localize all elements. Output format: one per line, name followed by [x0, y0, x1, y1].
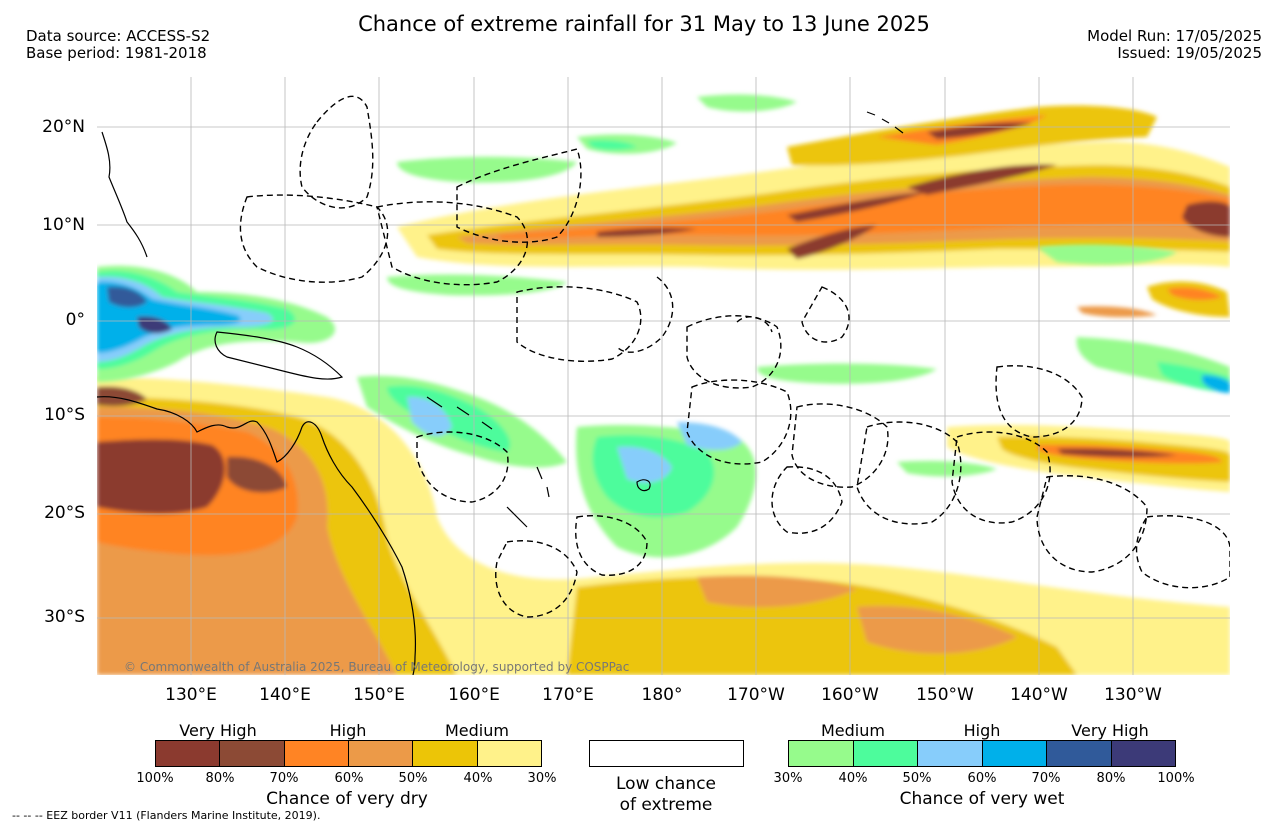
coastlines	[97, 111, 904, 675]
low-chance-caption-line1: Low chance	[616, 774, 716, 794]
wet-legend-caption: Chance of very wet	[899, 789, 1065, 809]
dry-swatch	[348, 741, 414, 766]
dry-band-north	[397, 105, 1230, 492]
lat-label-20n: 20°N	[42, 117, 85, 137]
eez-border-note: -- -- -- EEZ border V11 (Flanders Marine…	[12, 809, 321, 822]
wet-tick: 60%	[967, 771, 997, 786]
australia-coastline	[97, 396, 416, 675]
dry-tick: 70%	[269, 771, 299, 786]
lat-label-30s: 30°S	[44, 607, 85, 627]
wet-color-bar	[788, 740, 1176, 767]
lat-label-10n: 10°N	[42, 215, 85, 235]
low-chance-caption-line2: of extreme	[619, 795, 713, 815]
dry-tick: 100%	[136, 771, 174, 786]
wet-swatch	[918, 741, 983, 766]
data-source-info: Data source: ACCESS-S2 Base period: 1981…	[26, 28, 210, 62]
dry-swatch	[413, 741, 478, 766]
dry-swatch	[477, 741, 541, 766]
lon-label-150e: 150°E	[353, 685, 405, 705]
dry-tick: 50%	[398, 771, 428, 786]
wet-tick: 50%	[902, 771, 932, 786]
wet-swatch	[1111, 741, 1175, 766]
copyright-notice: © Commonwealth of Australia 2025, Bureau…	[124, 660, 630, 674]
lon-label-140w: 140°W	[1010, 685, 1068, 705]
data-source-text: Data source: ACCESS-S2	[26, 27, 211, 45]
solomon-islands	[426, 396, 493, 430]
lon-label-170w: 170°W	[727, 685, 785, 705]
hawaii-islands	[866, 111, 904, 134]
new-caledonia	[506, 506, 528, 528]
lat-label-10s: 10°S	[44, 405, 85, 425]
dry-swatch	[284, 741, 349, 766]
dry-tick: 30%	[527, 771, 557, 786]
wet-swatch	[853, 741, 918, 766]
lat-label-20s: 20°S	[44, 503, 85, 523]
issued-text: Issued: 19/05/2025	[1117, 44, 1262, 62]
dry-swatch	[156, 741, 221, 766]
lon-label-160w: 160°W	[821, 685, 879, 705]
dry-category-high: High	[329, 721, 367, 740]
lon-label-180: 180°	[641, 685, 683, 705]
dry-region-south	[97, 377, 1230, 675]
base-period-text: Base period: 1981-2018	[26, 44, 207, 62]
dry-tick: 40%	[463, 771, 493, 786]
wet-swatch	[1047, 741, 1112, 766]
run-info: Model Run: 17/05/2025 Issued: 19/05/2025	[1087, 28, 1262, 62]
lon-label-130e: 130°E	[165, 685, 217, 705]
wet-category-very-high: Very High	[1071, 721, 1149, 740]
wet-swatch	[982, 741, 1047, 766]
lat-label-0: 0°	[65, 310, 85, 330]
vanuatu-islands	[536, 466, 550, 498]
lon-label-160e: 160°E	[448, 685, 500, 705]
map-gridlines	[97, 77, 1230, 675]
rainfall-map	[97, 77, 1230, 675]
dry-category-medium: Medium	[445, 721, 509, 740]
wet-tick: 80%	[1096, 771, 1126, 786]
low-chance-swatch	[589, 740, 744, 767]
wet-tick: 70%	[1031, 771, 1061, 786]
dry-category-very-high: Very High	[179, 721, 257, 740]
eez-borders	[239, 95, 1230, 618]
dry-swatch	[220, 741, 285, 766]
wet-swatch	[789, 741, 854, 766]
fiji-islands	[636, 479, 651, 492]
dry-tick: 60%	[334, 771, 364, 786]
lon-label-170e: 170°E	[542, 685, 594, 705]
wet-tick: 40%	[838, 771, 868, 786]
philippines-coastline	[101, 131, 148, 258]
new-guinea-coastline	[214, 331, 344, 380]
wet-category-medium: Medium	[821, 721, 885, 740]
map-canvas	[97, 77, 1230, 675]
wet-tick: 30%	[773, 771, 803, 786]
lon-label-150w: 150°W	[916, 685, 974, 705]
dry-color-bar	[155, 740, 542, 767]
dry-legend-caption: Chance of very dry	[266, 789, 428, 809]
lon-label-130w: 130°W	[1104, 685, 1162, 705]
model-run-text: Model Run: 17/05/2025	[1087, 27, 1262, 45]
map-title: Chance of extreme rainfall for 31 May to…	[358, 12, 930, 36]
lon-label-140e: 140°E	[259, 685, 311, 705]
wet-tick: 100%	[1157, 771, 1195, 786]
wet-category-high: High	[963, 721, 1001, 740]
dry-tick: 80%	[205, 771, 235, 786]
